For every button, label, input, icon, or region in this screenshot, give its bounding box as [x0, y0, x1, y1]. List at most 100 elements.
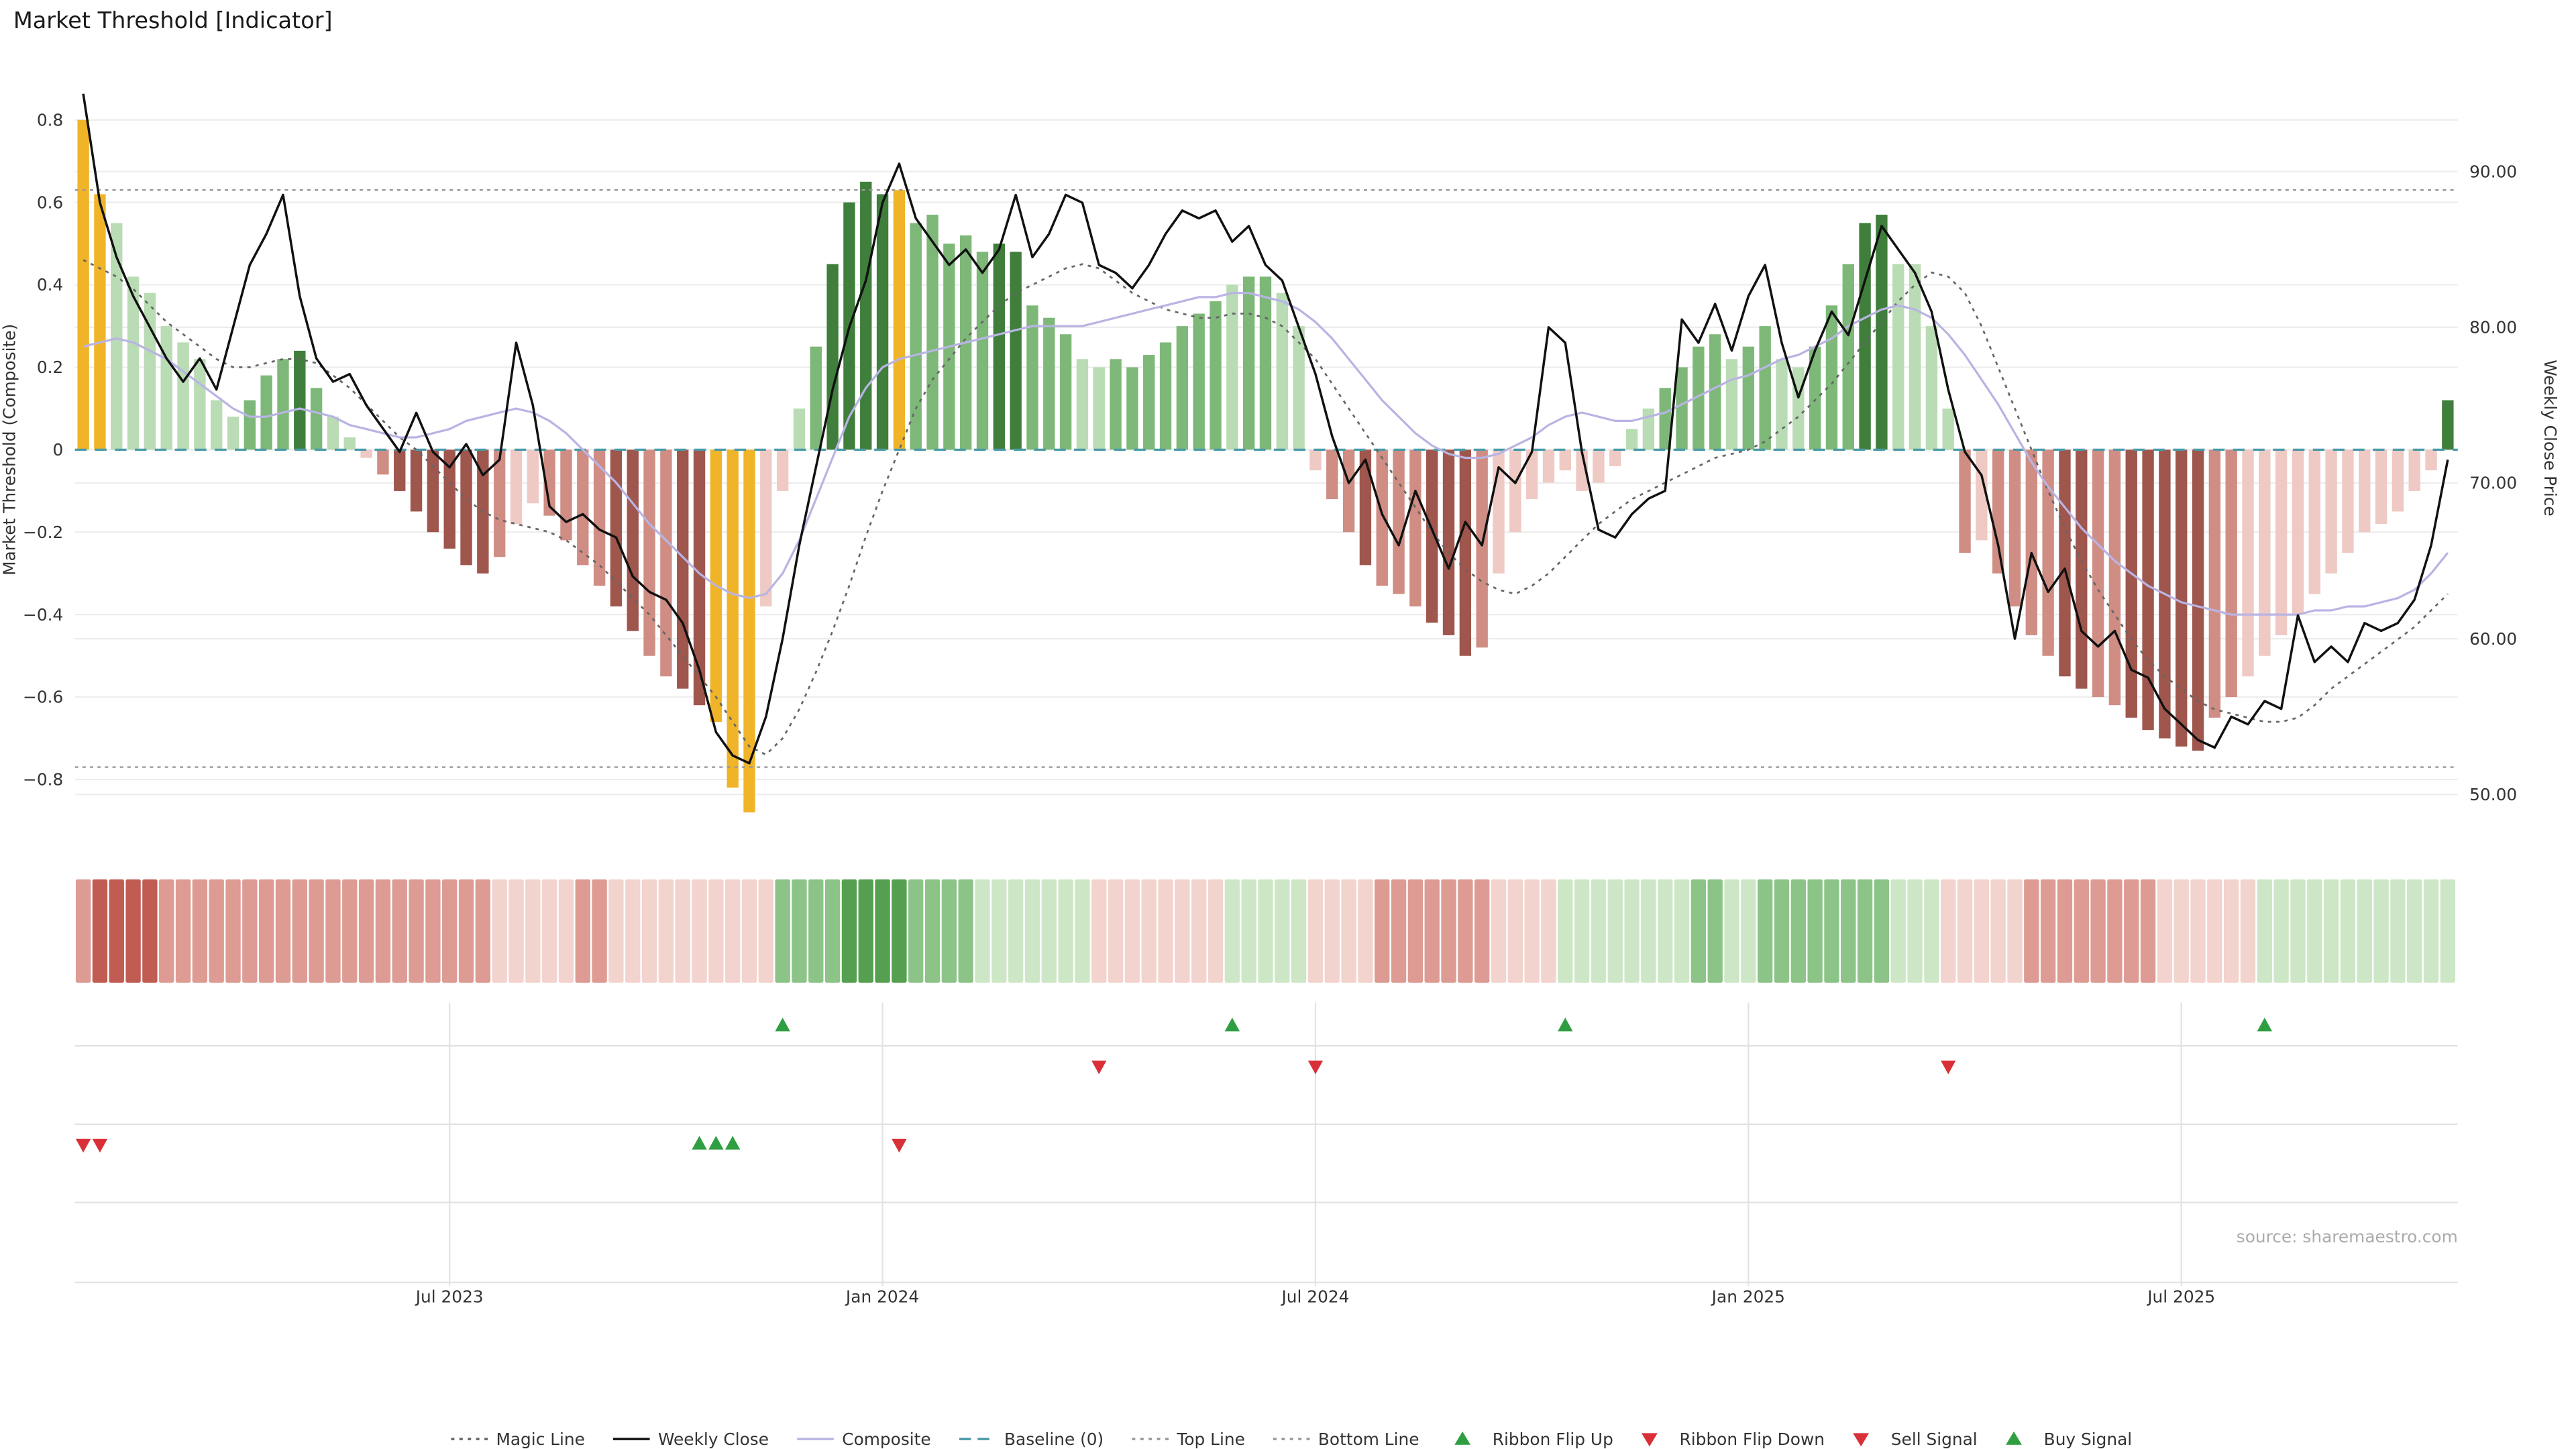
- threshold-bar: [1359, 449, 1372, 566]
- ribbon-cell: [1474, 879, 1490, 983]
- ribbon-cell: [1424, 879, 1440, 983]
- threshold-bar: [443, 449, 455, 549]
- ribbon-cell: [692, 879, 707, 983]
- ribbon-cell: [2440, 879, 2456, 983]
- ribbon-cell: [392, 879, 407, 983]
- ribbon-cell: [409, 879, 424, 983]
- ribbon-cell: [209, 879, 224, 983]
- threshold-bar: [144, 292, 156, 450]
- ribbon-cell: [675, 879, 690, 983]
- threshold-bar: [244, 400, 256, 450]
- ribbon-cell: [1574, 879, 1590, 983]
- threshold-bar: [577, 449, 589, 566]
- ribbon-cell: [1790, 879, 1806, 983]
- legend-item: Ribbon Flip Down: [1641, 1430, 1825, 1449]
- ribbon-cell: [2074, 879, 2089, 983]
- left-axis-title: Market Threshold (Composite): [0, 324, 19, 576]
- left-tick-label: 0.6: [37, 193, 63, 212]
- threshold-bar: [227, 417, 239, 450]
- threshold-bar: [1110, 359, 1122, 450]
- ribbon-cell: [475, 879, 491, 983]
- ribbon-cell: [1208, 879, 1224, 983]
- threshold-bar: [2142, 449, 2154, 731]
- ribbon-cell: [1458, 879, 1473, 983]
- sell-signal-marker: [92, 1138, 108, 1153]
- ribbon-cell: [792, 879, 807, 983]
- right-tick-label: 50.00: [2469, 785, 2517, 804]
- legend: Magic Line Weekly Close Composite Baseline …: [451, 1430, 2132, 1449]
- threshold-bar: [1559, 449, 1571, 471]
- ribbon-cell: [109, 879, 124, 983]
- threshold-bar: [1442, 449, 1455, 635]
- threshold-bar: [860, 181, 872, 450]
- threshold-bar: [460, 449, 472, 566]
- ribbon-cell: [1041, 879, 1057, 983]
- ribbon-cell: [625, 879, 641, 983]
- threshold-bar: [926, 215, 938, 450]
- ribbon-cell: [309, 879, 324, 983]
- ribbon-cell: [708, 879, 724, 983]
- weekly-close-line: [82, 93, 2449, 765]
- threshold-bar: [610, 449, 623, 606]
- ribbon-cell: [142, 879, 158, 983]
- ribbon-flip-down-marker: [1307, 1061, 1324, 1075]
- ribbon-cell: [924, 879, 941, 983]
- ribbon-cell: [1524, 879, 1540, 983]
- threshold-bar: [1409, 449, 1421, 606]
- ribbon-cell: [1607, 879, 1623, 983]
- ribbon-cell: [1591, 879, 1607, 983]
- ribbon-cell: [292, 879, 307, 983]
- threshold-bar: [1226, 284, 1238, 450]
- ribbon-cell: [841, 879, 857, 983]
- threshold-bar: [1525, 449, 1538, 500]
- ribbon-cell: [2373, 879, 2389, 983]
- magic-line: [83, 259, 2449, 756]
- threshold-bar: [1909, 264, 1921, 450]
- ribbon-cell: [991, 879, 1007, 983]
- ribbon-cell: [1141, 879, 1157, 983]
- legend-item: Weekly Close: [612, 1430, 769, 1449]
- ribbon-cell: [2140, 879, 2156, 983]
- ribbon-cell: [892, 879, 907, 983]
- ribbon-cell: [558, 879, 574, 983]
- threshold-bar: [2442, 400, 2454, 450]
- ribbon-cell: [1175, 879, 1190, 983]
- ribbon-cell: [275, 879, 291, 983]
- threshold-bar: [1925, 326, 1938, 450]
- threshold-bar: [177, 342, 189, 450]
- source-credit: source: sharemaestro.com: [2237, 1227, 2458, 1246]
- ribbon-cell: [1841, 879, 1856, 983]
- threshold-bar: [1476, 449, 1488, 648]
- ribbon-cell: [1857, 879, 1873, 983]
- ribbon-cell: [2257, 879, 2272, 983]
- threshold-bar: [2242, 449, 2254, 677]
- left-tick-label: 0.8: [37, 110, 63, 129]
- legend-item: Composite: [797, 1430, 931, 1449]
- threshold-bar: [1210, 301, 1222, 450]
- threshold-bar: [277, 359, 289, 450]
- ribbon-strip: [75, 879, 2456, 983]
- ribbon-cell: [758, 879, 773, 983]
- ribbon-cell: [2407, 879, 2422, 983]
- ribbon-cell: [1690, 879, 1707, 983]
- ribbon-cell: [1224, 879, 1240, 983]
- threshold-bar: [1259, 276, 1272, 450]
- x-tick-label: Jan 2024: [845, 1287, 919, 1307]
- threshold-bar: [627, 449, 639, 631]
- ribbon-cell: [1957, 879, 1973, 983]
- ribbon-cell: [175, 879, 191, 983]
- threshold-bar: [1176, 326, 1189, 450]
- threshold-bar: [2176, 449, 2188, 747]
- ribbon-cell: [2157, 879, 2173, 983]
- legend-label: Magic Line: [496, 1430, 584, 1449]
- x-axis-tick-labels: Jul 2023 Jan 2024 Jul 2024 Jan 2025 Jul 2025: [415, 1287, 2215, 1307]
- right-tick-label: 90.00: [2469, 162, 2517, 181]
- ribbon-cell: [1907, 879, 1923, 983]
- threshold-bar: [560, 449, 572, 541]
- threshold-bar: [493, 449, 506, 557]
- threshold-bar: [743, 449, 755, 813]
- ribbon-cell: [1491, 879, 1507, 983]
- ribbon-cell: [1324, 879, 1340, 983]
- ribbon-cell: [1375, 879, 1390, 983]
- threshold-bar: [1193, 313, 1205, 450]
